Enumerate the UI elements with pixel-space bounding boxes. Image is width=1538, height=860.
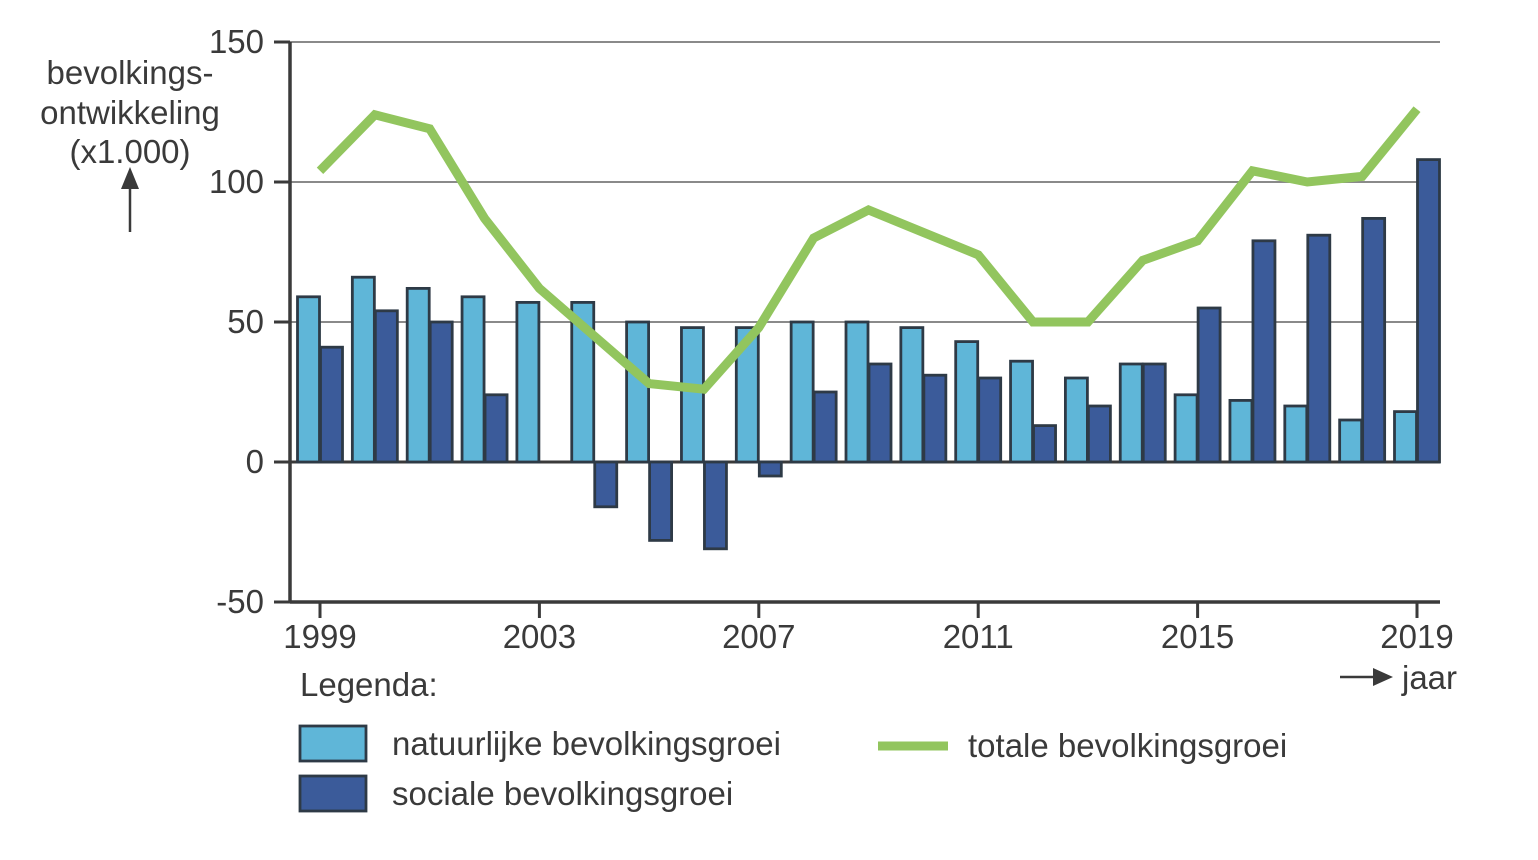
tick-labels-group: 150 100 50 0 -50 1999 2003 2007 2011 2015 2019 [209,23,1454,655]
y-tick-label: 50 [227,303,264,340]
legend-swatch-natural [298,724,368,763]
y-tick-label: -50 [216,583,264,620]
bar-natural-2013 [1064,376,1089,464]
y-tick-label: 100 [209,163,264,200]
bar-social-2013 [1087,404,1112,464]
bar-social-2001 [428,320,454,464]
bar-natural-2000 [350,275,376,464]
y-axis-title-line-3: (x1.000) [69,133,190,170]
axes-group [274,40,1419,618]
legend-swatch-social [298,774,368,813]
bar-natural-2011 [954,340,980,464]
y-axis-title-line-1: bevolkings- [47,54,214,91]
bar-social-2016 [1251,239,1277,464]
right-arrow-icon [1340,668,1393,686]
bar-natural-2017 [1283,404,1309,464]
bar-natural-2009 [844,320,870,464]
x-tick-label: 2015 [1161,618,1234,655]
bar-natural-2001 [405,286,431,464]
bar-social-2015 [1196,306,1222,464]
bars-group [296,158,1441,551]
bar-social-2011 [977,376,1003,464]
x-tick-label: 1999 [283,618,356,655]
bar-social-2019 [1416,158,1441,464]
bar-social-2009 [867,362,893,464]
y-axis-title: bevolkings- ontwikkeling (x1.000) [40,54,220,170]
bar-social-2006 [703,460,728,551]
bar-natural-2012 [1009,359,1034,464]
bar-social-2005 [648,460,673,542]
bar-natural-2018 [1338,418,1364,464]
bar-natural-2010 [899,326,925,464]
bar-social-2014 [1141,362,1167,464]
bar-social-2002 [483,393,509,464]
bar-social-2017 [1306,233,1332,464]
bar-natural-2002 [460,295,486,464]
bar-social-2008 [812,390,838,464]
up-arrow-icon [121,167,139,232]
x-tick-label: 2003 [503,618,576,655]
bar-social-2018 [1361,216,1387,464]
bar-social-2012 [1032,424,1057,464]
x-tick-label: 2007 [722,618,795,655]
x-tick-label: 2019 [1380,618,1453,655]
x-tick-label: 2011 [943,618,1014,655]
legend-heading: Legenda: [300,666,438,703]
legend: Legenda: natuurlijke bevolkingsgroei soc… [298,666,1287,813]
bar-natural-2003 [515,300,541,464]
bar-social-2007 [757,460,783,478]
bar-natural-1999 [296,295,321,464]
x-axis-title: jaar [1401,659,1457,696]
bar-natural-2005 [625,320,650,464]
legend-label-natural: natuurlijke bevolkingsgroei [392,725,781,762]
bar-natural-2016 [1228,398,1254,464]
total-line-group [316,106,1421,394]
bar-natural-2004 [570,300,596,464]
total-growth-line [316,106,1421,394]
bar-natural-2008 [789,320,815,464]
bar-social-2010 [922,373,948,464]
y-tick-label: 150 [209,23,264,60]
bar-social-1999 [319,345,344,464]
bar-natural-2015 [1173,393,1199,464]
bar-social-2004 [593,460,619,509]
bar-natural-2014 [1118,362,1144,464]
y-tick-label: 0 [246,443,264,480]
bar-social-2000 [373,309,399,464]
y-axis-title-line-2: ontwikkeling [40,94,220,131]
legend-label-social: sociale bevolkingsgroei [392,775,733,812]
bar-natural-2007 [734,326,760,464]
bar-natural-2006 [680,326,705,464]
legend-label-total: totale bevolkingsgroei [968,727,1287,764]
bar-natural-2019 [1393,410,1418,464]
